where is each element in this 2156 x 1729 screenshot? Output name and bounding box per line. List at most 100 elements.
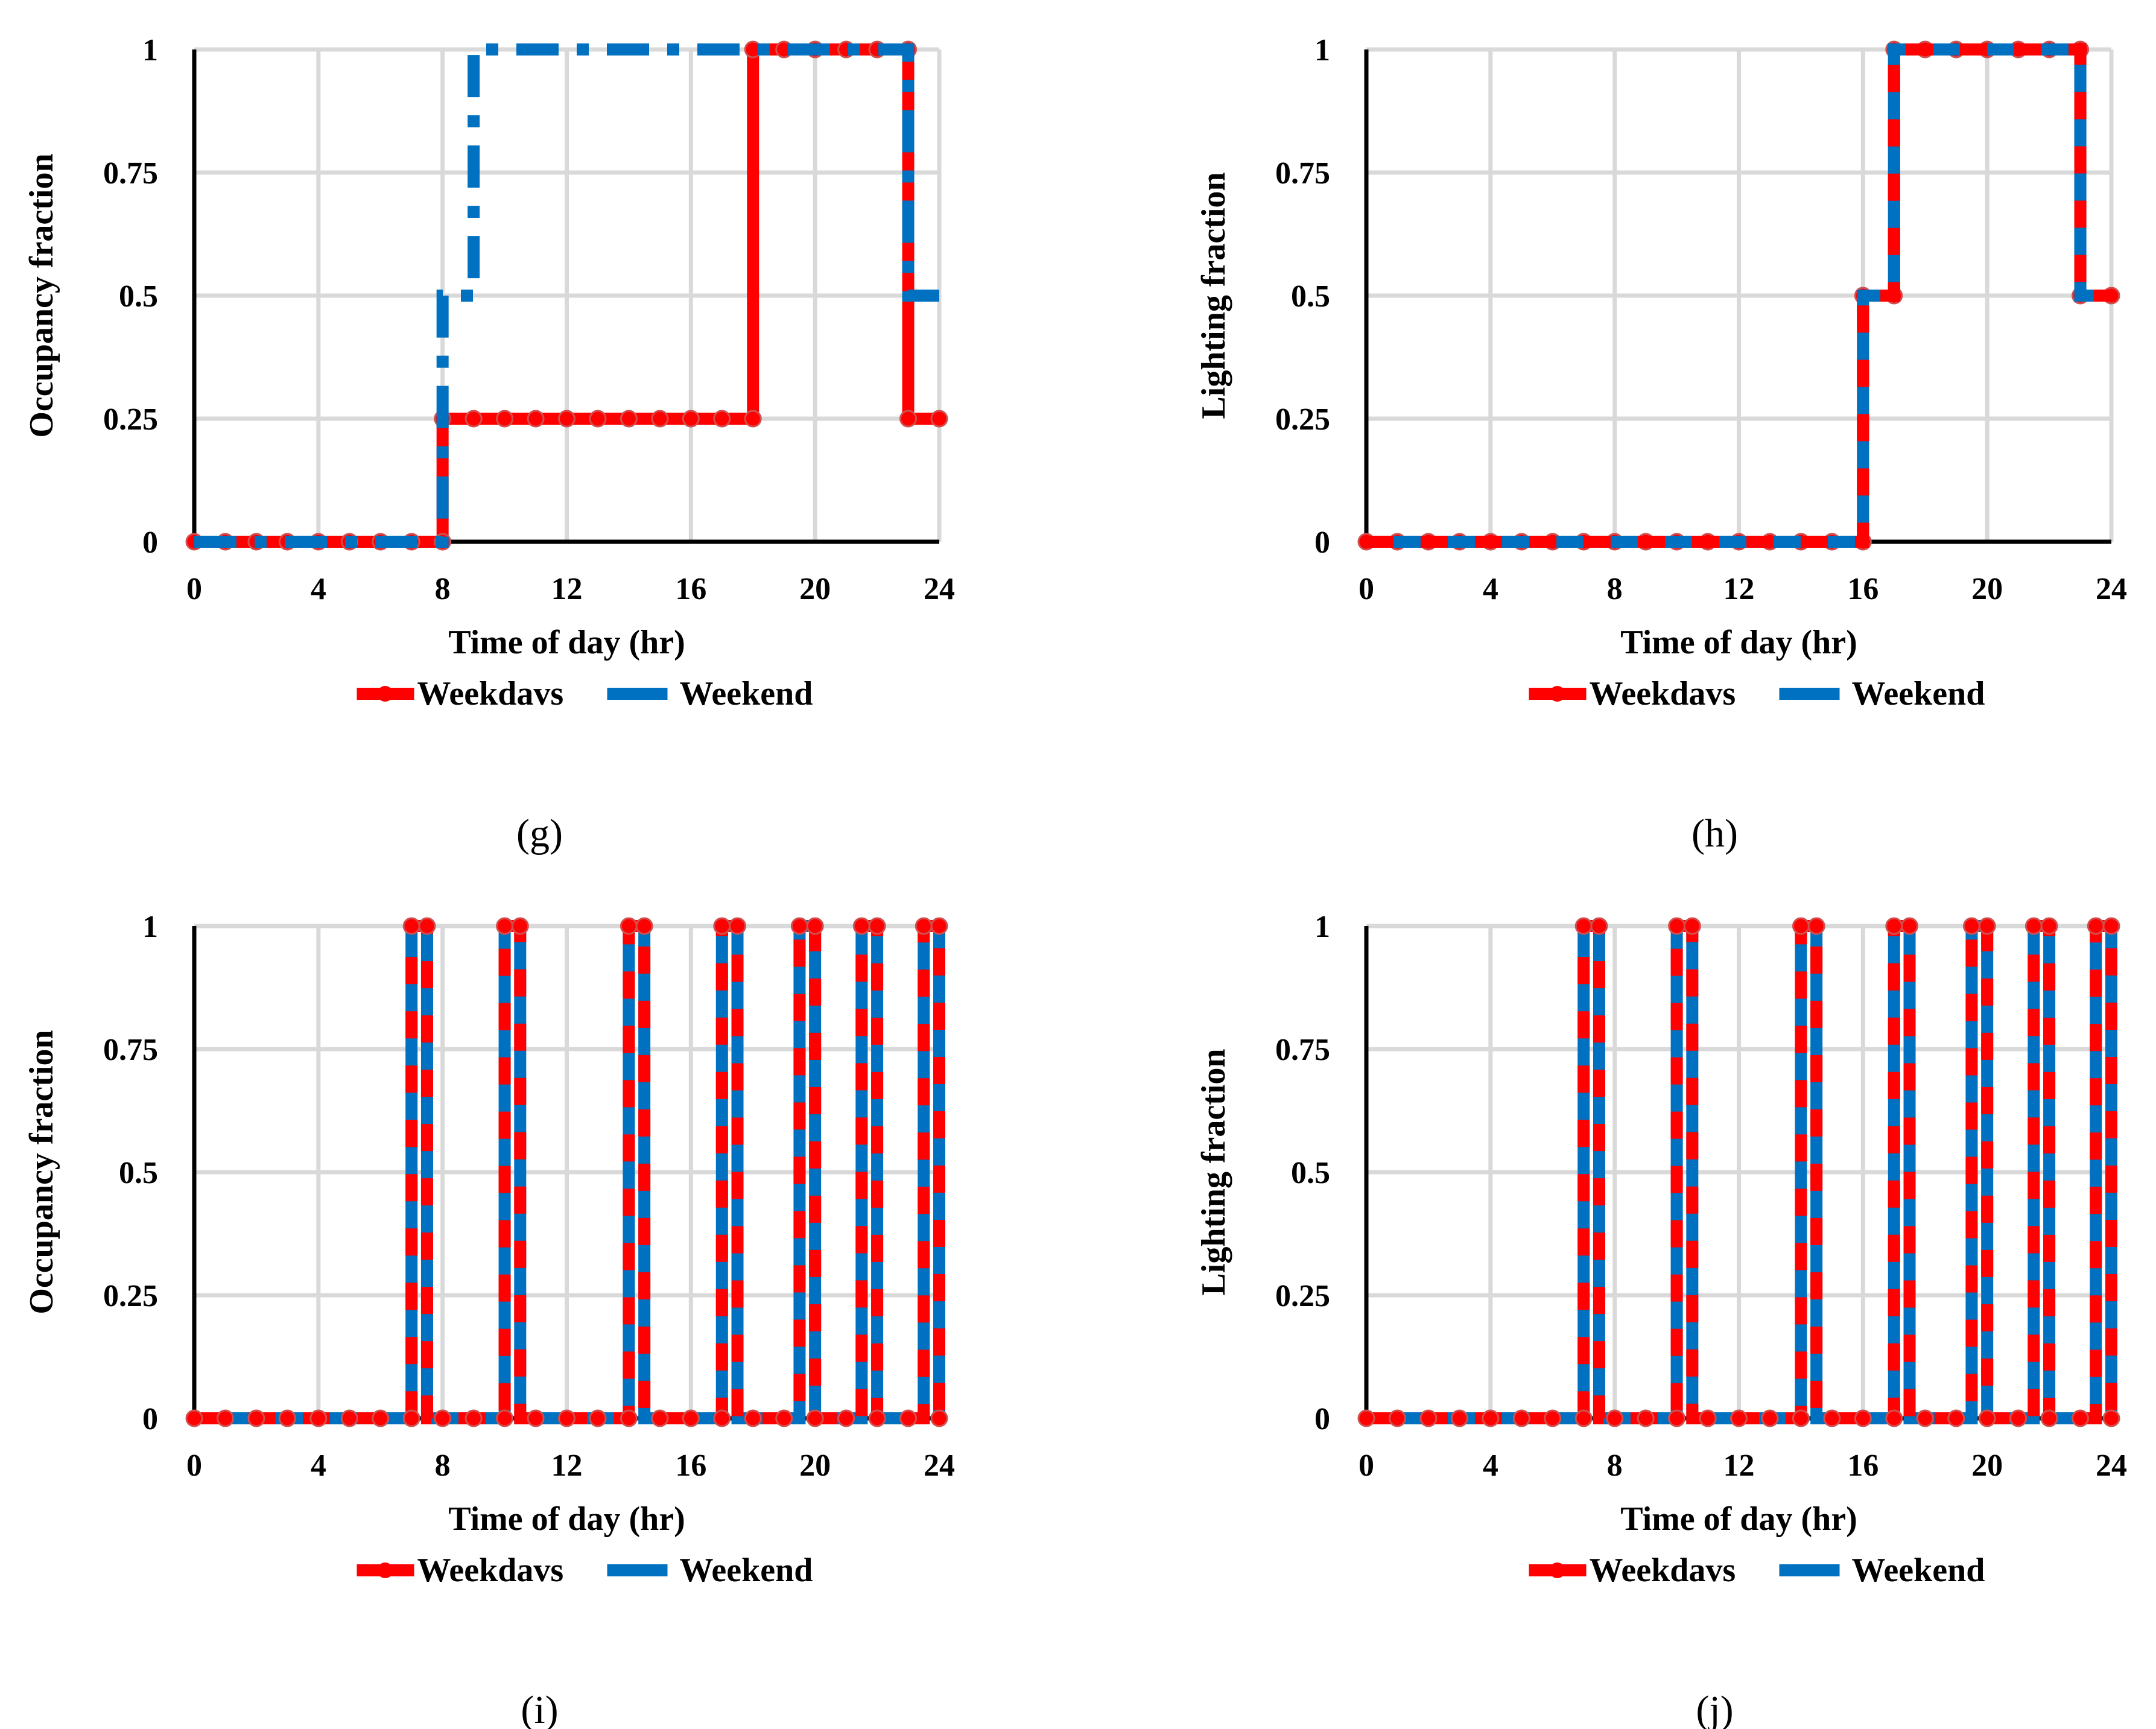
weekdays-line-marker xyxy=(1807,917,1825,935)
y-tick-label: 0 xyxy=(142,525,158,560)
legend-weekdays-label: Weekdavs xyxy=(417,1552,564,1589)
weekdays-line-marker xyxy=(620,410,638,428)
x-tick-label: 8 xyxy=(1607,572,1623,606)
weekdays-line-marker xyxy=(278,1409,296,1427)
weekdays-line-marker xyxy=(1574,1409,1593,1427)
x-tick-label: 20 xyxy=(799,1448,831,1483)
weekdays-line-marker xyxy=(651,410,669,428)
weekdays-line-marker xyxy=(2009,1409,2028,1427)
weekdays-line-marker xyxy=(729,917,747,935)
x-tick-label: 0 xyxy=(1359,1448,1374,1483)
x-tick-label: 24 xyxy=(2096,572,2127,606)
x-tick-label: 20 xyxy=(1971,1448,2003,1483)
x-axis-title: Time of day (hr) xyxy=(1620,624,1857,661)
weekdays-line-marker xyxy=(1947,1409,1965,1427)
legend-weekdays-marker xyxy=(1549,1562,1565,1578)
weekdays-line-marker xyxy=(1357,1409,1375,1427)
weekdays-line-marker xyxy=(1482,1409,1500,1427)
panel-label: (i) xyxy=(521,1688,558,1729)
weekdays-line-marker xyxy=(1978,917,1996,935)
y-axis-title: Lighting fraction xyxy=(1195,1049,1232,1295)
weekdays-line-marker xyxy=(2102,917,2120,935)
weekdays-line-marker xyxy=(372,1409,390,1427)
y-tick-label: 1 xyxy=(142,33,158,68)
weekdays-line-marker xyxy=(496,1409,514,1427)
weekdays-line-marker xyxy=(402,1409,420,1427)
chart-panel-g: 0 4 8 12 16 20 24 0 0.25 0.5 0.75 1 Time of day (hr)… xyxy=(23,33,955,855)
weekdays-line-marker xyxy=(899,410,918,428)
weekdays-line-marker xyxy=(511,917,529,935)
x-tick-label: 12 xyxy=(551,572,583,606)
weekdays-line-marker xyxy=(713,1409,731,1427)
x-tick-label: 8 xyxy=(1607,1448,1623,1483)
weekdays-line-marker xyxy=(1544,1409,1562,1427)
y-tick-label: 0.25 xyxy=(1275,1279,1330,1313)
weekdays-line-marker xyxy=(806,917,824,935)
legend: Weekdavs Weekend xyxy=(1529,1552,1985,1589)
x-tick-label: 0 xyxy=(1359,572,1374,606)
weekdays-line-marker xyxy=(1450,1409,1468,1427)
x-tick-label: 16 xyxy=(1847,572,1879,606)
x-axis-title: Time of day (hr) xyxy=(448,1500,685,1538)
weekdays-line xyxy=(194,43,939,548)
y-tick-label: 0.75 xyxy=(103,156,158,191)
weekdays-line-marker xyxy=(1730,1409,1748,1427)
y-tick-label: 0.75 xyxy=(1275,156,1330,191)
y-tick-label: 0.75 xyxy=(1275,1033,1330,1067)
y-tick-label: 0.75 xyxy=(103,1033,158,1067)
x-tick-label: 24 xyxy=(924,572,955,606)
x-tick-label: 8 xyxy=(435,1448,451,1483)
legend-weekdays-label: Weekdavs xyxy=(1590,1552,1736,1589)
weekdays-line-marker xyxy=(1512,1409,1530,1427)
weekdays-line-marker xyxy=(1761,1409,1779,1427)
x-tick-label: 24 xyxy=(2096,1448,2127,1483)
y-tick-label: 0.25 xyxy=(103,1279,158,1313)
y-tick-label: 0.5 xyxy=(1291,279,1330,314)
x-tick-label: 12 xyxy=(551,1448,583,1483)
weekdays-line-marker xyxy=(744,410,762,428)
weekdays-line-marker xyxy=(635,917,653,935)
weekdays-line-marker xyxy=(1668,1409,1686,1427)
weekdays-line-marker xyxy=(340,1409,358,1427)
weekdays-line-marker xyxy=(930,410,948,428)
legend-weekend-label: Weekend xyxy=(1852,675,1985,712)
weekdays-line-marker xyxy=(464,1409,483,1427)
x-tick-label: 4 xyxy=(1483,572,1498,606)
weekdays-line-marker xyxy=(806,1409,824,1427)
weekdays-line-marker xyxy=(496,410,514,428)
weekdays-line-marker xyxy=(1637,1409,1655,1427)
weekdays-line-marker xyxy=(1590,917,1608,935)
weekdays-line-marker xyxy=(2072,1409,2090,1427)
legend: Weekdavs Weekend xyxy=(357,675,813,712)
legend-weekend-label: Weekend xyxy=(1852,1552,1985,1589)
weekdays-line-marker xyxy=(527,1409,545,1427)
weekend-line xyxy=(194,43,939,548)
weekdays-line-marker xyxy=(589,410,607,428)
weekdays-line-marker xyxy=(1388,1409,1406,1427)
weekdays-line-marker xyxy=(1792,1409,1810,1427)
weekend-line-base xyxy=(1366,43,2111,548)
legend-weekend-label: Weekend xyxy=(680,1552,813,1589)
legend-weekdays-marker xyxy=(1549,686,1565,702)
weekdays-line-marker xyxy=(309,1409,328,1427)
weekdays-line-marker xyxy=(837,1409,855,1427)
x-tick-label: 12 xyxy=(1723,572,1755,606)
x-tick-label: 0 xyxy=(186,572,202,606)
y-axis-title: Occupancy fraction xyxy=(23,1030,60,1314)
x-tick-label: 4 xyxy=(1483,1448,1498,1483)
weekdays-line-marker xyxy=(930,1409,948,1427)
legend: Weekdavs Weekend xyxy=(1529,675,1985,712)
panel-label: (j) xyxy=(1696,1688,1733,1729)
weekdays-line-marker xyxy=(713,410,731,428)
weekdays-line-marker xyxy=(775,1409,793,1427)
y-tick-label: 1 xyxy=(1314,33,1330,68)
x-tick-label: 16 xyxy=(1847,1448,1879,1483)
chart-panel-j: 0 4 8 12 16 20 24 0 0.25 0.5 0.75 1 Time of day (hr)… xyxy=(1195,910,2127,1729)
weekdays-line-marker xyxy=(527,410,545,428)
weekdays-line-marker xyxy=(1978,1409,1996,1427)
weekdays-line-marker xyxy=(434,1409,452,1427)
chart-panel-h: 0 4 8 12 16 20 24 0 0.25 0.5 0.75 1 Time of day (hr)… xyxy=(1195,33,2127,855)
weekdays-line-marker xyxy=(418,917,436,935)
